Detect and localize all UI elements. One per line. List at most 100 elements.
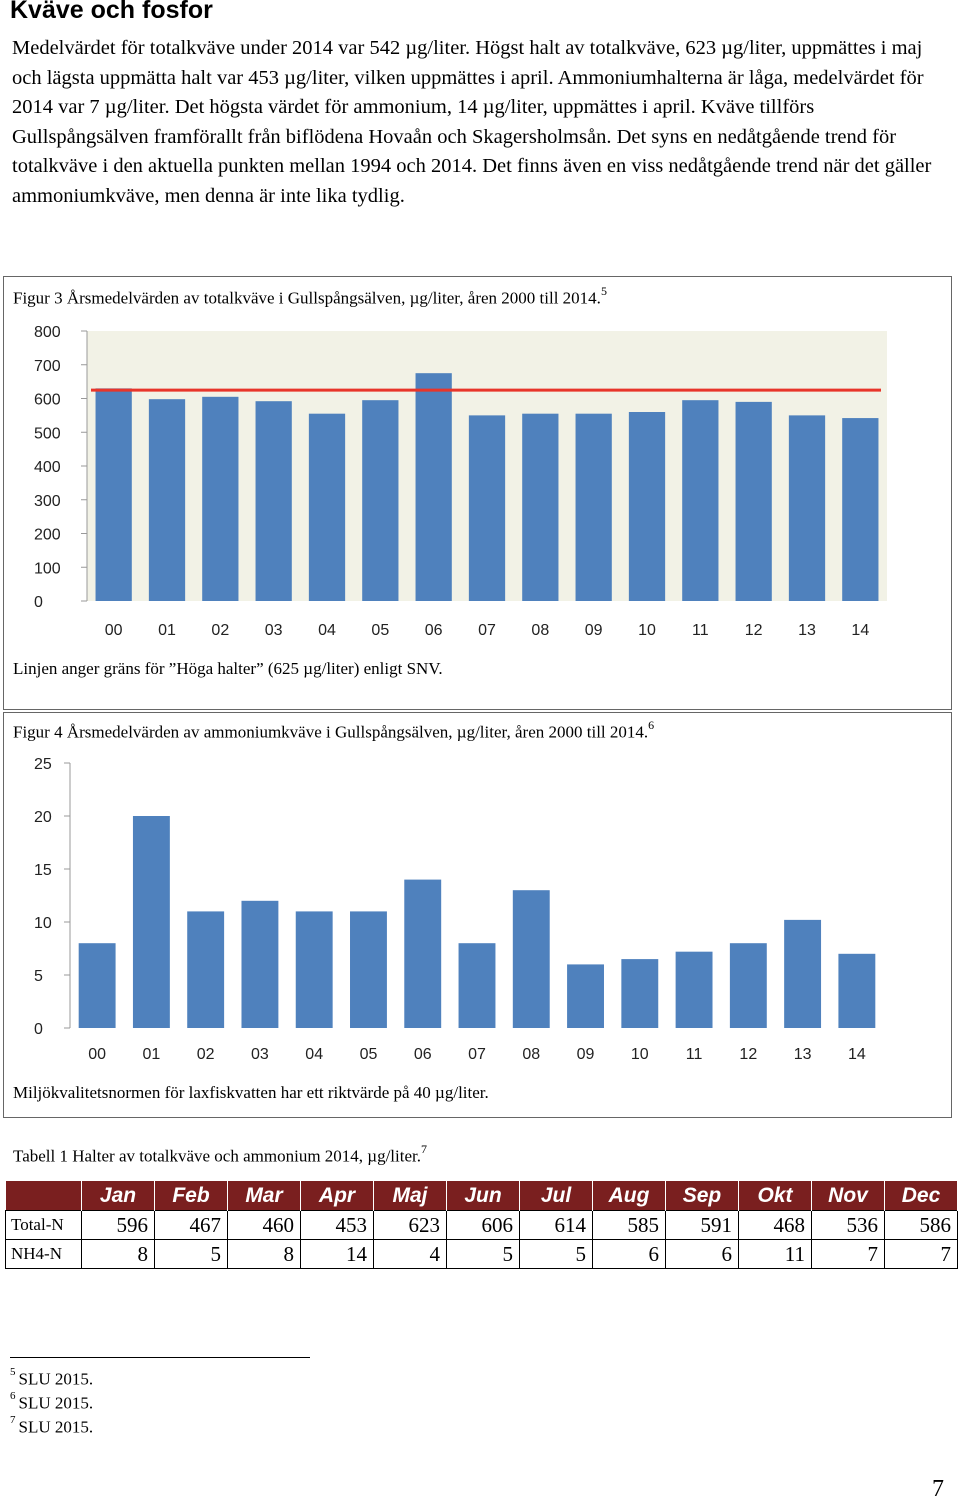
table-caption: Tabell 1 Halter av totalkväve och ammoni… bbox=[13, 1142, 427, 1167]
fig3-bar-03 bbox=[255, 401, 292, 601]
table-cell: 468 bbox=[738, 1210, 812, 1240]
fig3-x-tick-label: 14 bbox=[851, 622, 869, 639]
figure-4-caption: Figur 4 Årsmedelvärden av ammoniumkväve … bbox=[13, 718, 655, 743]
table-cell: 623 bbox=[373, 1210, 447, 1240]
table-cell: 11 bbox=[738, 1239, 812, 1269]
fig4-bar-09 bbox=[567, 964, 604, 1028]
fig4-bar-01 bbox=[132, 816, 170, 1028]
fig3-x-tick-label: 02 bbox=[211, 622, 229, 639]
fig3-bar-09 bbox=[575, 413, 612, 601]
month-header: Jul bbox=[519, 1181, 593, 1211]
fig3-bar-07 bbox=[468, 415, 506, 601]
table-cell: 606 bbox=[446, 1210, 520, 1240]
footnote-7: 7 SLU 2015. bbox=[10, 1414, 94, 1438]
figure-4-note: Miljökvalitetsnormen för laxfiskvatten h… bbox=[13, 1083, 489, 1102]
fig3-y-tick-label: 400 bbox=[34, 459, 61, 476]
fig4-x-tick-label: 04 bbox=[305, 1046, 323, 1063]
fig3-x-tick-label: 04 bbox=[318, 622, 336, 639]
fig3-y-tick-label: 600 bbox=[34, 392, 61, 409]
table-cell: 8 bbox=[227, 1239, 301, 1269]
table-cell: 7 bbox=[884, 1239, 958, 1269]
month-header: Feb bbox=[154, 1181, 228, 1211]
fig4-x-tick-label: 07 bbox=[468, 1046, 486, 1063]
month-header: Apr bbox=[300, 1181, 374, 1211]
footnote-number: 6 bbox=[10, 1390, 16, 1402]
fig3-y-tick-label: 100 bbox=[34, 560, 61, 577]
fig3-y-tick-label: 300 bbox=[34, 493, 61, 510]
fig4-y-tick-label: 20 bbox=[34, 809, 52, 826]
footnote-text: SLU 2015. bbox=[18, 1417, 94, 1437]
figure-3-note: Linjen anger gräns för ”Höga halter” (62… bbox=[13, 659, 443, 678]
fig4-y-tick-label: 15 bbox=[34, 862, 52, 879]
fig3-bar-13 bbox=[788, 415, 826, 601]
fig4-x-tick-label: 13 bbox=[794, 1046, 812, 1063]
table-corner-cell bbox=[5, 1181, 82, 1211]
fig4-x-tick-label: 03 bbox=[251, 1046, 269, 1063]
footnote-number: 7 bbox=[10, 1414, 16, 1426]
row-label: NH4-N bbox=[5, 1239, 82, 1269]
fig4-x-tick-label: 01 bbox=[143, 1046, 161, 1063]
page-number: 7 bbox=[932, 1476, 944, 1502]
month-header: Aug bbox=[592, 1181, 666, 1211]
table-cell: 585 bbox=[592, 1210, 666, 1240]
footnote-text: SLU 2015. bbox=[18, 1369, 94, 1389]
fig3-bar-12 bbox=[735, 401, 772, 601]
month-header: Mar bbox=[227, 1181, 301, 1211]
month-header: Maj bbox=[373, 1181, 447, 1211]
fig4-bar-12 bbox=[729, 943, 767, 1028]
footnote-6: 6 SLU 2015. bbox=[10, 1390, 93, 1414]
table-cell: 5 bbox=[446, 1239, 520, 1269]
fig3-x-tick-label: 00 bbox=[105, 622, 123, 639]
footnote-5: 5 SLU 2015. bbox=[10, 1366, 94, 1390]
table-row: Total-N 596 467 460 453 623 606 614 585 … bbox=[5, 1210, 958, 1240]
footnote-number: 5 bbox=[10, 1366, 16, 1378]
table-row: NH4-N 8 5 8 14 4 5 5 6 6 11 7 7 bbox=[5, 1239, 958, 1269]
figure-3: Figur 3 Årsmedelvärden av totalkväve i G… bbox=[3, 276, 952, 710]
table-cell: 4 bbox=[373, 1239, 447, 1269]
fig3-y-tick-label: 800 bbox=[34, 324, 61, 341]
monthly-values-table: Jan Feb Mar Apr Maj Jun Jul Aug Sep Okt … bbox=[5, 1181, 958, 1269]
figure-4-footnote-ref: 6 bbox=[648, 718, 655, 732]
fig3-x-tick-label: 05 bbox=[371, 622, 389, 639]
table-cell: 460 bbox=[227, 1210, 301, 1240]
table-cell: 6 bbox=[592, 1239, 666, 1269]
table-cell: 536 bbox=[811, 1210, 885, 1240]
table-cell: 5 bbox=[519, 1239, 593, 1269]
table-header-row: Jan Feb Mar Apr Maj Jun Jul Aug Sep Okt … bbox=[5, 1181, 958, 1211]
figure-3-caption: Figur 3 Årsmedelvärden av totalkväve i G… bbox=[13, 284, 607, 309]
table-cell: 6 bbox=[665, 1239, 739, 1269]
table-cell: 5 bbox=[154, 1239, 228, 1269]
fig3-bar-02 bbox=[202, 396, 239, 601]
fig3-bar-08 bbox=[522, 413, 559, 601]
fig4-bar-13 bbox=[784, 919, 822, 1028]
fig4-y-tick-label: 5 bbox=[34, 968, 43, 985]
month-header: Sep bbox=[665, 1181, 739, 1211]
table-cell: 591 bbox=[665, 1210, 739, 1240]
fig3-x-tick-label: 08 bbox=[531, 622, 549, 639]
fig4-x-tick-label: 12 bbox=[739, 1046, 757, 1063]
table-cell: 586 bbox=[884, 1210, 958, 1240]
month-header: Jan bbox=[81, 1181, 155, 1211]
fig4-bar-14 bbox=[838, 953, 876, 1028]
figure-4: Figur 4 Årsmedelvärden av ammoniumkväve … bbox=[3, 712, 952, 1118]
table-caption-text: Tabell 1 Halter av totalkväve och ammoni… bbox=[13, 1146, 421, 1166]
fig3-bar-01 bbox=[148, 399, 186, 601]
fig4-x-tick-label: 02 bbox=[197, 1046, 215, 1063]
fig4-y-tick-label: 25 bbox=[34, 756, 52, 773]
figure-4-caption-text: Figur 4 Årsmedelvärden av ammoniumkväve … bbox=[13, 722, 649, 742]
table-cell: 467 bbox=[154, 1210, 228, 1240]
fig3-x-tick-label: 06 bbox=[425, 622, 443, 639]
fig3-bar-10 bbox=[628, 412, 666, 601]
fig3-y-tick-label: 200 bbox=[34, 527, 61, 544]
fig3-x-tick-label: 11 bbox=[692, 622, 709, 639]
fig4-y-tick-label: 0 bbox=[34, 1021, 43, 1038]
fig3-x-tick-label: 09 bbox=[585, 622, 603, 639]
fig3-y-tick-label: 0 bbox=[34, 594, 43, 611]
fig4-bar-06 bbox=[404, 879, 442, 1028]
fig3-y-tick-label: 500 bbox=[34, 425, 61, 442]
footnote-separator bbox=[10, 1357, 310, 1358]
fig4-x-tick-label: 06 bbox=[414, 1046, 432, 1063]
table-cell: 7 bbox=[811, 1239, 885, 1269]
page-heading: Kväve och fosfor bbox=[10, 0, 213, 24]
